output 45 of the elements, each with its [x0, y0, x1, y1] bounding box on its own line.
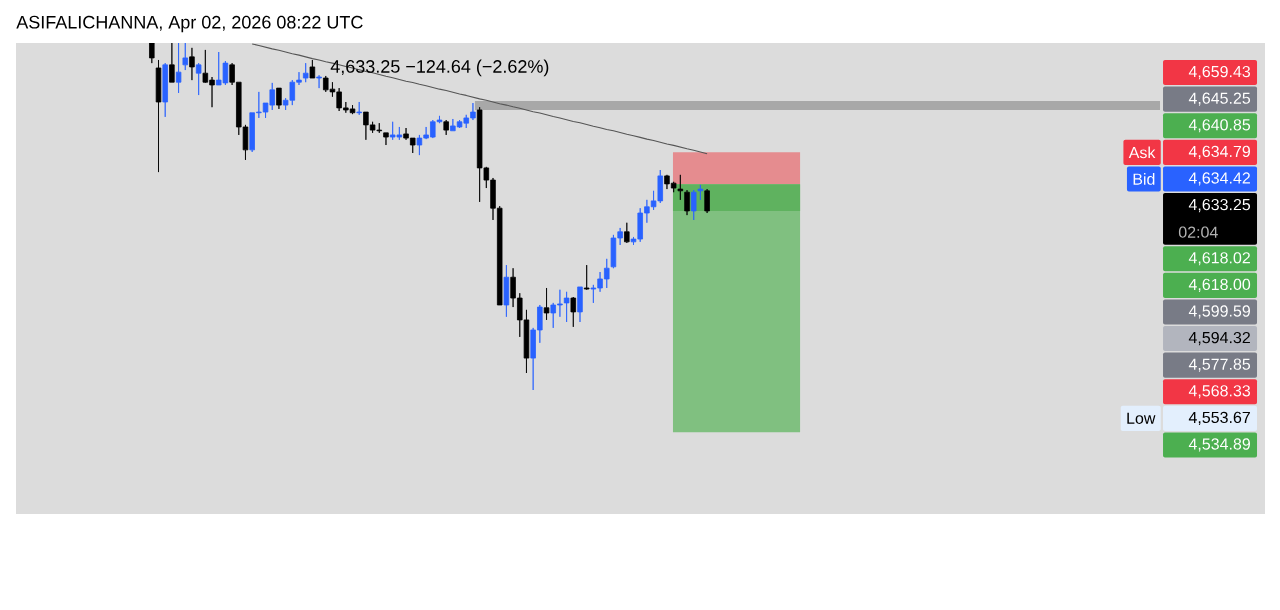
candlestick	[189, 47, 195, 81]
candlestick	[704, 188, 710, 214]
text: 4,645.25	[1188, 92, 1251, 106]
candlestick	[503, 264, 510, 318]
text: 4,577.85	[1188, 358, 1251, 372]
text: 4,553.67	[1188, 411, 1250, 425]
candlestick	[577, 286, 583, 323]
text: 4,618.00	[1188, 278, 1251, 292]
text: 4,640.85	[1188, 119, 1251, 133]
text: Ask	[1128, 146, 1156, 159]
candlestick	[162, 62, 168, 118]
candlestick	[155, 59, 162, 173]
candlestick	[356, 101, 362, 116]
candlestick	[309, 59, 316, 79]
text: 4,594.32	[1188, 331, 1250, 346]
candlestick	[182, 42, 189, 71]
text: 4,568.33	[1188, 385, 1251, 399]
candlestick	[443, 119, 449, 136]
candlestick	[543, 287, 550, 321]
candlestick	[684, 189, 690, 216]
candlestick	[697, 184, 704, 201]
text: 02:04	[1178, 226, 1218, 238]
candlestick	[175, 42, 182, 94]
text: 4,634.79	[1188, 145, 1250, 159]
candlestick	[302, 62, 309, 83]
candlestick	[690, 189, 697, 221]
candlestick	[677, 174, 684, 201]
candlestick	[195, 62, 202, 96]
text: 4,599.59	[1188, 305, 1250, 319]
chart-title: ASIFALICHANNA, Apr 02, 2026 08:22 UTC	[16, 15, 363, 33]
text: 4,618.02	[1188, 252, 1250, 266]
candlestick	[316, 74, 322, 89]
candlestick	[624, 222, 630, 244]
text: 4,534.89	[1188, 438, 1250, 452]
text: 4,659.43	[1188, 65, 1251, 80]
text: Low	[1127, 412, 1156, 424]
candlestick	[570, 296, 577, 328]
text: Bid	[1133, 173, 1155, 185]
candlestick	[583, 264, 590, 291]
candlestick	[149, 42, 155, 64]
text: 4,633.25	[1188, 198, 1251, 213]
candlestick	[169, 42, 175, 83]
text: 4,634.42	[1188, 172, 1250, 186]
candlestick	[383, 132, 389, 146]
candlestick	[276, 87, 282, 110]
